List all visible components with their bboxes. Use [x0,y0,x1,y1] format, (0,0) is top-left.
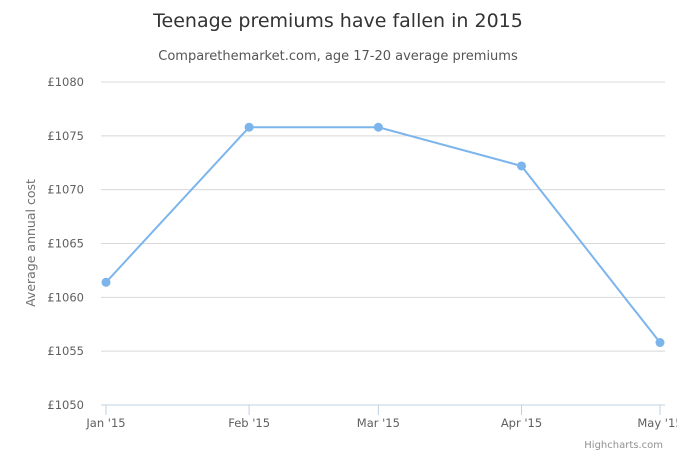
data-point[interactable] [373,122,383,132]
data-point[interactable] [101,277,111,287]
y-tick-label: £1050 [47,398,84,412]
data-point[interactable] [244,122,254,132]
series-line [105,126,661,344]
x-tick-label: Apr '15 [501,416,542,430]
chart-title: Teenage premiums have fallen in 2015 [152,10,523,32]
data-point[interactable] [655,338,665,348]
y-tick-label: £1055 [47,344,84,358]
credits-link[interactable]: Highcharts.com [584,440,663,451]
y-tick-label: £1070 [47,183,84,197]
x-tick-label: Jan '15 [85,416,125,430]
x-tick-label: May '15 [637,416,677,430]
y-axis-title: Average annual cost [23,179,38,307]
x-tick-label: Feb '15 [228,416,270,430]
x-tick-label: Mar '15 [357,416,400,430]
y-tick-label: £1060 [47,290,84,304]
y-tick-label: £1075 [47,129,84,143]
data-point[interactable] [517,161,526,171]
y-tick-label: £1065 [47,237,84,251]
y-tick-label: £1080 [47,75,84,89]
chart-subtitle: Comparethemarket.com, age 17-20 average … [158,49,518,64]
